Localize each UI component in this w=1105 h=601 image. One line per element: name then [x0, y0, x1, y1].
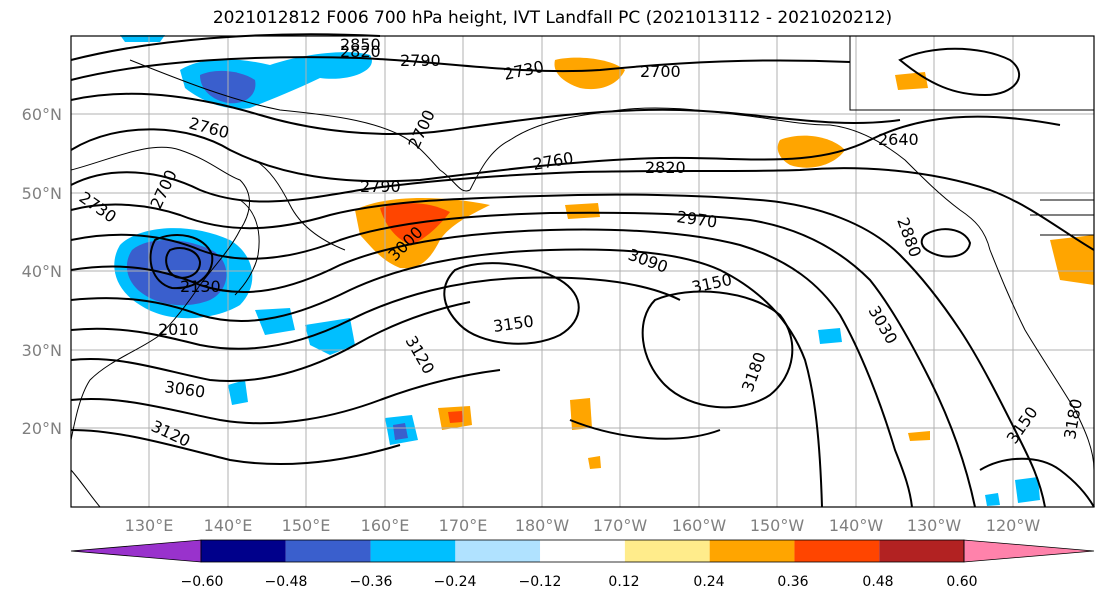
- lat-label: 60°N: [22, 105, 62, 124]
- lon-label: 170°W: [593, 516, 648, 535]
- coastlines: [70, 36, 1095, 508]
- lat-label: 40°N: [22, 262, 62, 281]
- colorbar-segment: [201, 540, 286, 562]
- colorbar-segment: [370, 540, 456, 562]
- positive-ivt-region: [588, 456, 601, 469]
- lat-label: 20°N: [22, 419, 62, 438]
- contour-label: 2820: [340, 42, 381, 61]
- colorbar: [70, 539, 1095, 563]
- contour-label: 2640: [878, 130, 919, 149]
- positive-ivt-region: [1050, 235, 1094, 285]
- colorbar-segment: [879, 540, 964, 562]
- lat-label: 30°N: [22, 341, 62, 360]
- negative-ivt-region: [985, 493, 1000, 506]
- lon-label: 150°E: [282, 516, 331, 535]
- lon-label: 170°E: [439, 516, 488, 535]
- negative-ivt-region: [393, 423, 408, 440]
- lon-label: 140°W: [829, 516, 884, 535]
- contour-label: 2850: [340, 35, 381, 54]
- colorbar-segment: [624, 540, 710, 562]
- colorbar-tick-label: −0.48: [265, 574, 308, 590]
- lon-label: 140°E: [204, 516, 253, 535]
- positive-ivt-region: [448, 411, 463, 423]
- negative-ivt-region: [228, 380, 248, 405]
- positive-ivt-region: [565, 203, 600, 219]
- colorbar-extend-min: [70, 539, 202, 563]
- lon-label: 150°W: [750, 516, 805, 535]
- negative-ivt-region: [120, 35, 165, 42]
- map-frame: [70, 35, 1095, 508]
- lon-label: 130°E: [125, 516, 174, 535]
- colorbar-tick-label: 0.60: [946, 574, 977, 590]
- colorbar-tick-label: 0.12: [608, 574, 639, 590]
- colorbar-tick-label: 0.48: [862, 574, 893, 590]
- colorbar-tick-label: 0.24: [693, 574, 724, 590]
- contour-label: 2010: [158, 320, 199, 339]
- colorbar-tick-label: −0.60: [181, 574, 224, 590]
- colorbar-segment: [455, 540, 541, 562]
- colorbar-segment: [285, 540, 371, 562]
- colorbar-segment: [540, 540, 625, 562]
- colorbar-segment: [794, 540, 880, 562]
- positive-ivt-region: [570, 398, 592, 430]
- contour-label: 2700: [640, 62, 681, 81]
- lon-label: 160°W: [672, 516, 727, 535]
- colorbar-tick-label: −0.36: [350, 574, 393, 590]
- colorbar-tick-label: −0.24: [434, 574, 477, 590]
- colorbar-tick-label: 0.36: [777, 574, 808, 590]
- colorbar-extend-max: [963, 539, 1095, 563]
- positive-ivt-region: [895, 72, 928, 90]
- negative-ivt-region: [305, 318, 355, 355]
- colorbar-outline: [200, 539, 965, 563]
- negative-ivt-region: [818, 328, 842, 344]
- map-title: 2021012812 F006 700 hPa height, IVT Land…: [212, 8, 893, 28]
- longitude-labels: 130°E 140°E 150°E 160°E 170°E 180°W 170°…: [125, 516, 1041, 535]
- height-contours: [70, 33, 1095, 508]
- lon-label: 120°W: [986, 516, 1041, 535]
- latitude-labels: 60°N 50°N 40°N 30°N 20°N: [22, 105, 62, 438]
- negative-ivt-region: [126, 240, 227, 306]
- lon-label: 130°W: [907, 516, 962, 535]
- negative-ivt-region: [1015, 477, 1040, 503]
- colorbar-tick-label: −0.12: [519, 574, 562, 590]
- colorbar-tick-labels: −0.60 −0.48 −0.36 −0.24 −0.12 0.12 0.24 …: [181, 574, 978, 590]
- positive-ivt-region: [908, 431, 930, 441]
- colorbar-segment: [709, 540, 795, 562]
- contour-label: 2790: [400, 51, 441, 70]
- contour-label: 2130: [180, 277, 221, 296]
- lon-label: 180°W: [515, 516, 570, 535]
- contour-label: 2790: [360, 177, 401, 196]
- lon-label: 160°E: [361, 516, 410, 535]
- lat-label: 50°N: [22, 184, 62, 203]
- contour-label: 2820: [645, 158, 686, 177]
- positive-ivt-region: [554, 57, 625, 90]
- positive-ivt-region: [777, 135, 845, 168]
